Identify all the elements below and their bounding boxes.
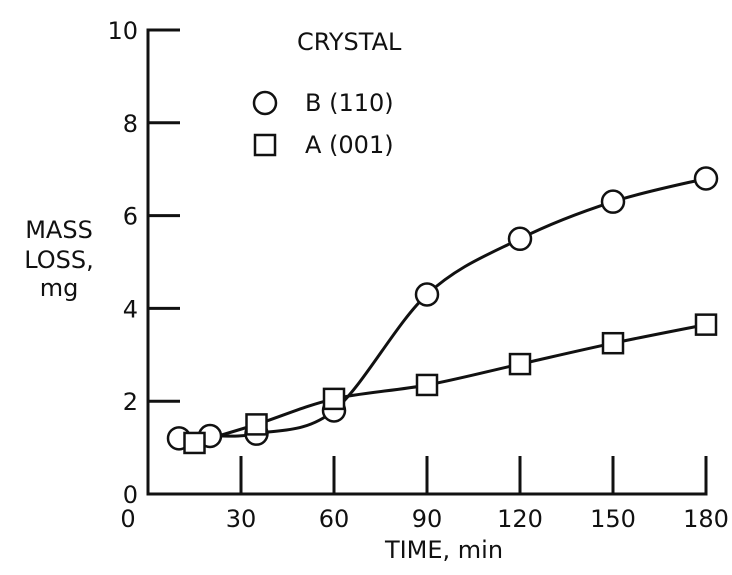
legend-marker-a-001 (253, 133, 277, 157)
y-tick-label: 2 (123, 388, 138, 416)
x-tick-label: 180 (683, 505, 729, 533)
data-point-b-110 (693, 166, 719, 191)
data-point-a-001 (508, 352, 532, 376)
x-tick-label: 120 (497, 505, 543, 533)
x-tick-label: 0 (120, 505, 135, 533)
data-point-a-001 (322, 387, 346, 411)
y-tick-label: 0 (123, 481, 138, 509)
legend-entry-a-001: A (001) (305, 131, 394, 159)
x-tick-label: 30 (226, 505, 257, 533)
y-tick-label: 10 (107, 17, 138, 45)
x-tick-label: 150 (590, 505, 636, 533)
legend-marker-b-110 (252, 90, 278, 116)
markers (166, 166, 719, 455)
data-point-a-001 (415, 373, 439, 397)
x-axis-title: TIME, min (384, 536, 503, 564)
data-point-a-001 (245, 413, 268, 436)
x-tick-label: 60 (319, 505, 350, 533)
series-line-a-001 (193, 323, 708, 445)
y-axis-title-line-1: MASS (25, 216, 93, 244)
axes: 0 2 4 6 8 10 0 30 60 90 120 150 180 (107, 17, 728, 533)
x-tick-label: 90 (412, 505, 443, 533)
y-tick-label: 4 (123, 295, 138, 323)
curves (177, 177, 708, 445)
y-tick-label: 6 (123, 203, 138, 231)
data-point-a-001 (601, 331, 625, 355)
axis-titles: TIME, min MASS LOSS, mg (24, 216, 503, 564)
series-line-b-110 (177, 177, 708, 440)
data-point-a-001 (694, 313, 718, 336)
legend-title: CRYSTAL (297, 28, 402, 56)
data-point-b-110 (600, 189, 626, 214)
y-tick-label: 8 (123, 110, 138, 138)
data-point-b-110 (414, 282, 440, 307)
legend: CRYSTAL B (110) A (001) (252, 28, 402, 159)
y-axis-title-line-3: mg (40, 274, 79, 302)
legend-entry-b-110: B (110) (305, 89, 394, 117)
data-point-b-110 (507, 226, 533, 252)
data-point-a-001 (183, 431, 206, 455)
y-axis-title-line-2: LOSS, (24, 246, 94, 274)
